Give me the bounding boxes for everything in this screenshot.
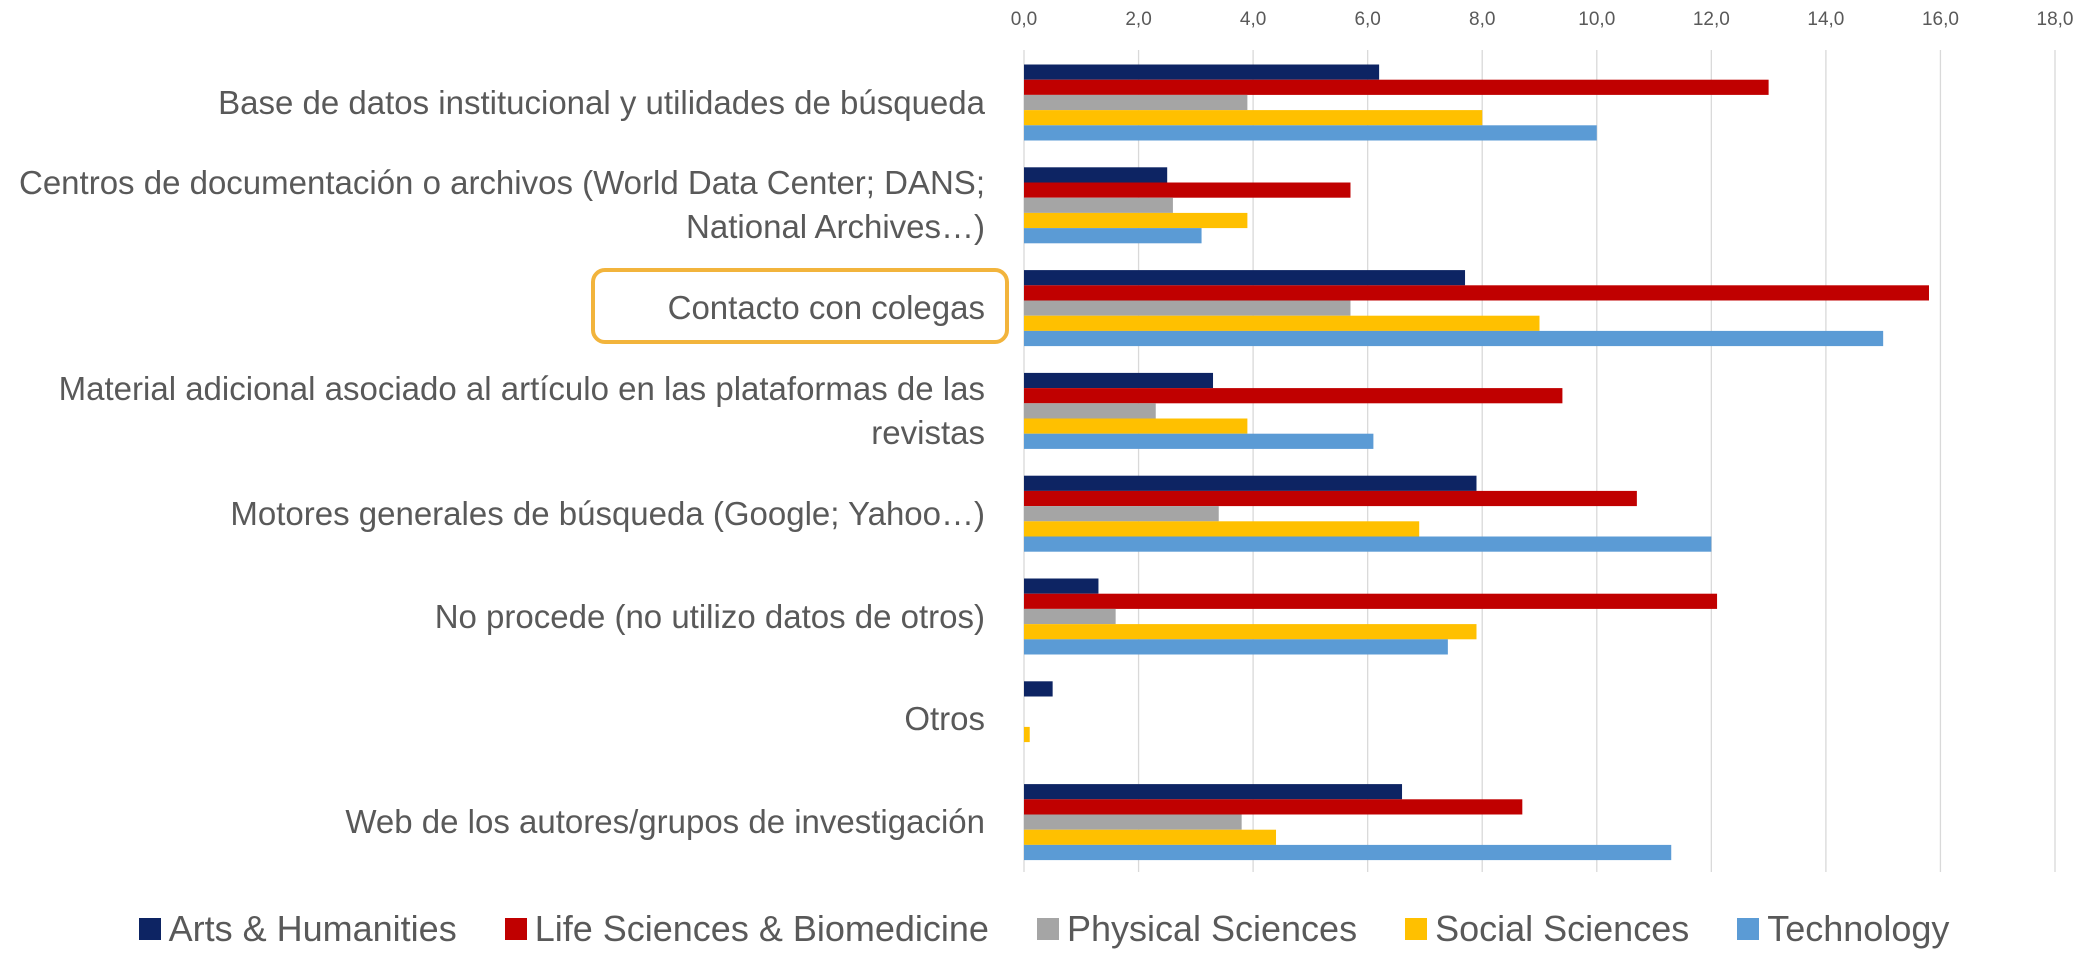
bar: [1024, 315, 1540, 331]
legend-item: Physical Sciences: [1036, 908, 1358, 950]
bar: [1024, 125, 1597, 141]
bar: [1024, 799, 1523, 815]
bar: [1024, 639, 1448, 655]
bar: [1024, 197, 1173, 213]
bar: [1024, 814, 1242, 830]
bar: [1024, 490, 1637, 507]
x-tick-label: 6,0: [1354, 9, 1380, 30]
bar: [1024, 608, 1116, 625]
bar: [1024, 79, 1769, 95]
category-label: Otros: [904, 700, 985, 738]
bar: [1024, 475, 1477, 491]
x-tick-label: 8,0: [1469, 9, 1495, 30]
x-tick-label: 14,0: [1807, 9, 1844, 30]
legend-item: Technology: [1737, 908, 1949, 950]
bar: [1024, 110, 1483, 126]
legend-label: Arts & Humanities: [168, 908, 457, 949]
highlight-box: [591, 268, 1009, 344]
bar: [1024, 433, 1374, 449]
bar: [1024, 300, 1351, 316]
bar: [1024, 784, 1403, 800]
x-tick-label: 2,0: [1125, 9, 1151, 30]
bar: [1024, 829, 1277, 845]
bar: [1024, 94, 1248, 111]
category-label: Material adicional asociado al artículo …: [58, 369, 985, 451]
bar: [1024, 593, 1718, 609]
x-tick-label: 0,0: [1011, 9, 1037, 30]
category-label: Contacto con colegas: [667, 289, 985, 327]
bar: [1024, 212, 1248, 229]
bar: [1024, 330, 1884, 347]
bar: [1024, 578, 1099, 594]
legend: Arts & Humanities Life Sciences & Biomedi…: [0, 908, 2088, 950]
bar: [1024, 726, 1030, 743]
category-label: Base de datos institucional y utilidades…: [218, 83, 985, 121]
bar: [1024, 536, 1712, 552]
x-tick-label: 16,0: [1922, 9, 1959, 30]
bar: [1024, 403, 1156, 419]
legend-label: Physical Sciences: [1066, 908, 1358, 949]
legend-label: Life Sciences & Biomedicine: [534, 908, 989, 949]
bar: [1024, 182, 1351, 198]
category-label: Motores generales de búsqueda (Google; Y…: [230, 494, 985, 532]
legend-swatch: [1036, 918, 1059, 940]
bar: [1024, 418, 1248, 434]
x-tick-label: 10,0: [1578, 9, 1615, 30]
bar: [1024, 372, 1214, 389]
bar: [1024, 521, 1420, 537]
legend-swatch: [1405, 918, 1428, 940]
bar: [1024, 285, 1929, 301]
bar: [1024, 624, 1477, 640]
legend-item: Arts & Humanities: [138, 908, 457, 950]
x-tick-label: 18,0: [2037, 9, 2074, 30]
legend-label: Technology: [1767, 908, 1950, 949]
bar: [1024, 506, 1219, 522]
bar: [1024, 681, 1053, 697]
legend-swatch: [504, 918, 527, 940]
bar: [1024, 228, 1202, 244]
category-label: Web de los autores/grupos de investigaci…: [345, 803, 985, 841]
bar: [1024, 388, 1563, 404]
category-label: Centros de documentación o archivos (Wor…: [19, 164, 985, 246]
legend-item: Life Sciences & Biomedicine: [504, 908, 989, 950]
bar: [1024, 844, 1672, 861]
legend-item: Social Sciences: [1405, 908, 1689, 950]
bar: [1024, 167, 1168, 183]
category-label: No procede (no utilizo datos de otros): [434, 597, 985, 635]
legend-swatch: [138, 918, 161, 940]
legend-label: Social Sciences: [1435, 908, 1690, 949]
bar: [1024, 64, 1380, 80]
x-tick-label: 12,0: [1693, 9, 1730, 30]
bar: [1024, 270, 1466, 286]
legend-swatch: [1737, 918, 1760, 940]
x-tick-label: 4,0: [1240, 9, 1266, 30]
